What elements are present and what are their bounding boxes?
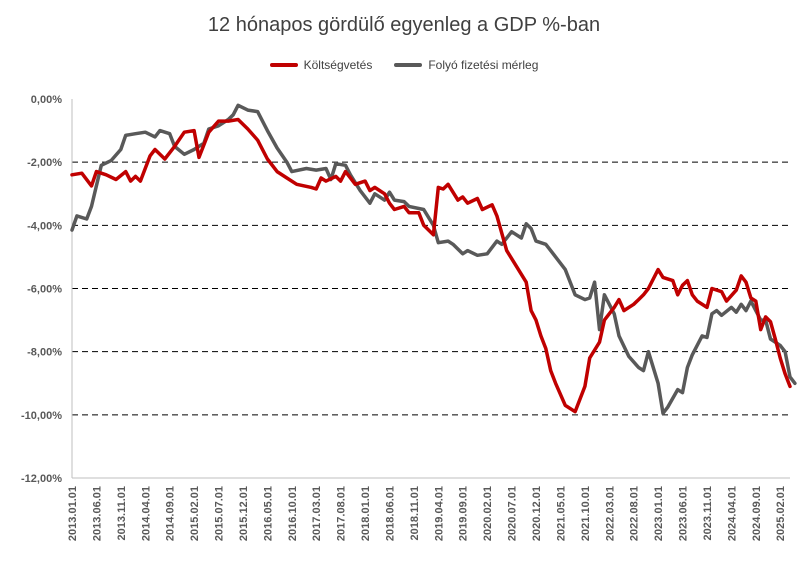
x-tick-label: 2014.09.01 <box>165 486 177 541</box>
x-tick-label: 2017.03.01 <box>311 486 323 541</box>
x-tick-label: 2013.06.01 <box>91 486 103 541</box>
x-tick-label: 2020.12.01 <box>531 486 543 541</box>
y-tick-label: -12,00% <box>21 473 62 485</box>
x-tick-label: 2013.01.01 <box>67 486 79 541</box>
x-tick-label: 2018.01.01 <box>360 486 372 541</box>
x-tick-label: 2023.06.01 <box>678 486 690 541</box>
legend-swatch-koltsegvetes <box>269 63 298 67</box>
x-tick-label: 2015.02.01 <box>189 486 201 541</box>
legend-item-folyo-fizetesi-merleg: Folyó fizetési mérleg <box>394 58 538 72</box>
x-tick-label: 2024.04.01 <box>726 486 738 541</box>
legend-label-folyo-fizetesi-merleg: Folyó fizetési mérleg <box>428 58 539 72</box>
x-tick-label: 2024.09.01 <box>751 486 763 541</box>
legend: Költségvetés Folyó fizetési mérleg <box>0 58 808 72</box>
y-tick-label: -10,00% <box>21 410 62 422</box>
x-tick-label: 2022.08.01 <box>629 486 641 541</box>
x-tick-label: 2021.05.01 <box>555 486 567 541</box>
x-tick-label: 2019.04.01 <box>433 486 445 541</box>
legend-label-koltsegvetes: Költségvetés <box>303 58 373 72</box>
x-tick-label: 2020.02.01 <box>482 486 494 541</box>
x-tick-label: 2023.11.01 <box>702 486 714 540</box>
y-tick-label: -6,00% <box>27 284 62 296</box>
x-tick-label: 2021.10.01 <box>580 486 592 541</box>
x-tick-label: 2016.10.01 <box>287 486 299 541</box>
y-tick-label: -2,00% <box>27 157 62 169</box>
x-tick-label: 2013.11.01 <box>116 486 128 540</box>
chart-title: 12 hónapos gördülő egyenleg a GDP %-ban <box>207 14 601 36</box>
x-tick-label: 2020.07.01 <box>507 486 519 541</box>
x-tick-label: 2017.08.01 <box>336 486 348 541</box>
y-tick-label: -4,00% <box>27 220 62 232</box>
y-tick-label: -8,00% <box>27 347 62 359</box>
x-tick-label: 2025.02.01 <box>775 486 787 541</box>
x-tick-label: 2022.03.01 <box>604 486 616 541</box>
x-tick-label: 2015.12.01 <box>238 486 250 541</box>
x-tick-label: 2018.06.01 <box>384 486 396 541</box>
x-tick-label: 2023.01.01 <box>653 486 665 541</box>
x-tick-label: 2015.07.01 <box>214 486 226 541</box>
legend-swatch-folyo-fizetesi-merleg <box>394 63 423 67</box>
y-tick-label: 0,00% <box>31 94 62 106</box>
x-tick-label: 2016.05.01 <box>262 486 274 541</box>
legend-item-koltsegvetes: Költségvetés <box>269 58 373 72</box>
x-tick-label: 2019.09.01 <box>458 486 470 541</box>
x-tick-label: 2014.04.01 <box>140 486 152 541</box>
series-line-koltsegvetes <box>70 117 792 414</box>
series-line-folyo-fizetesi-merleg <box>70 103 797 416</box>
x-tick-label: 2018.11.01 <box>409 486 421 540</box>
